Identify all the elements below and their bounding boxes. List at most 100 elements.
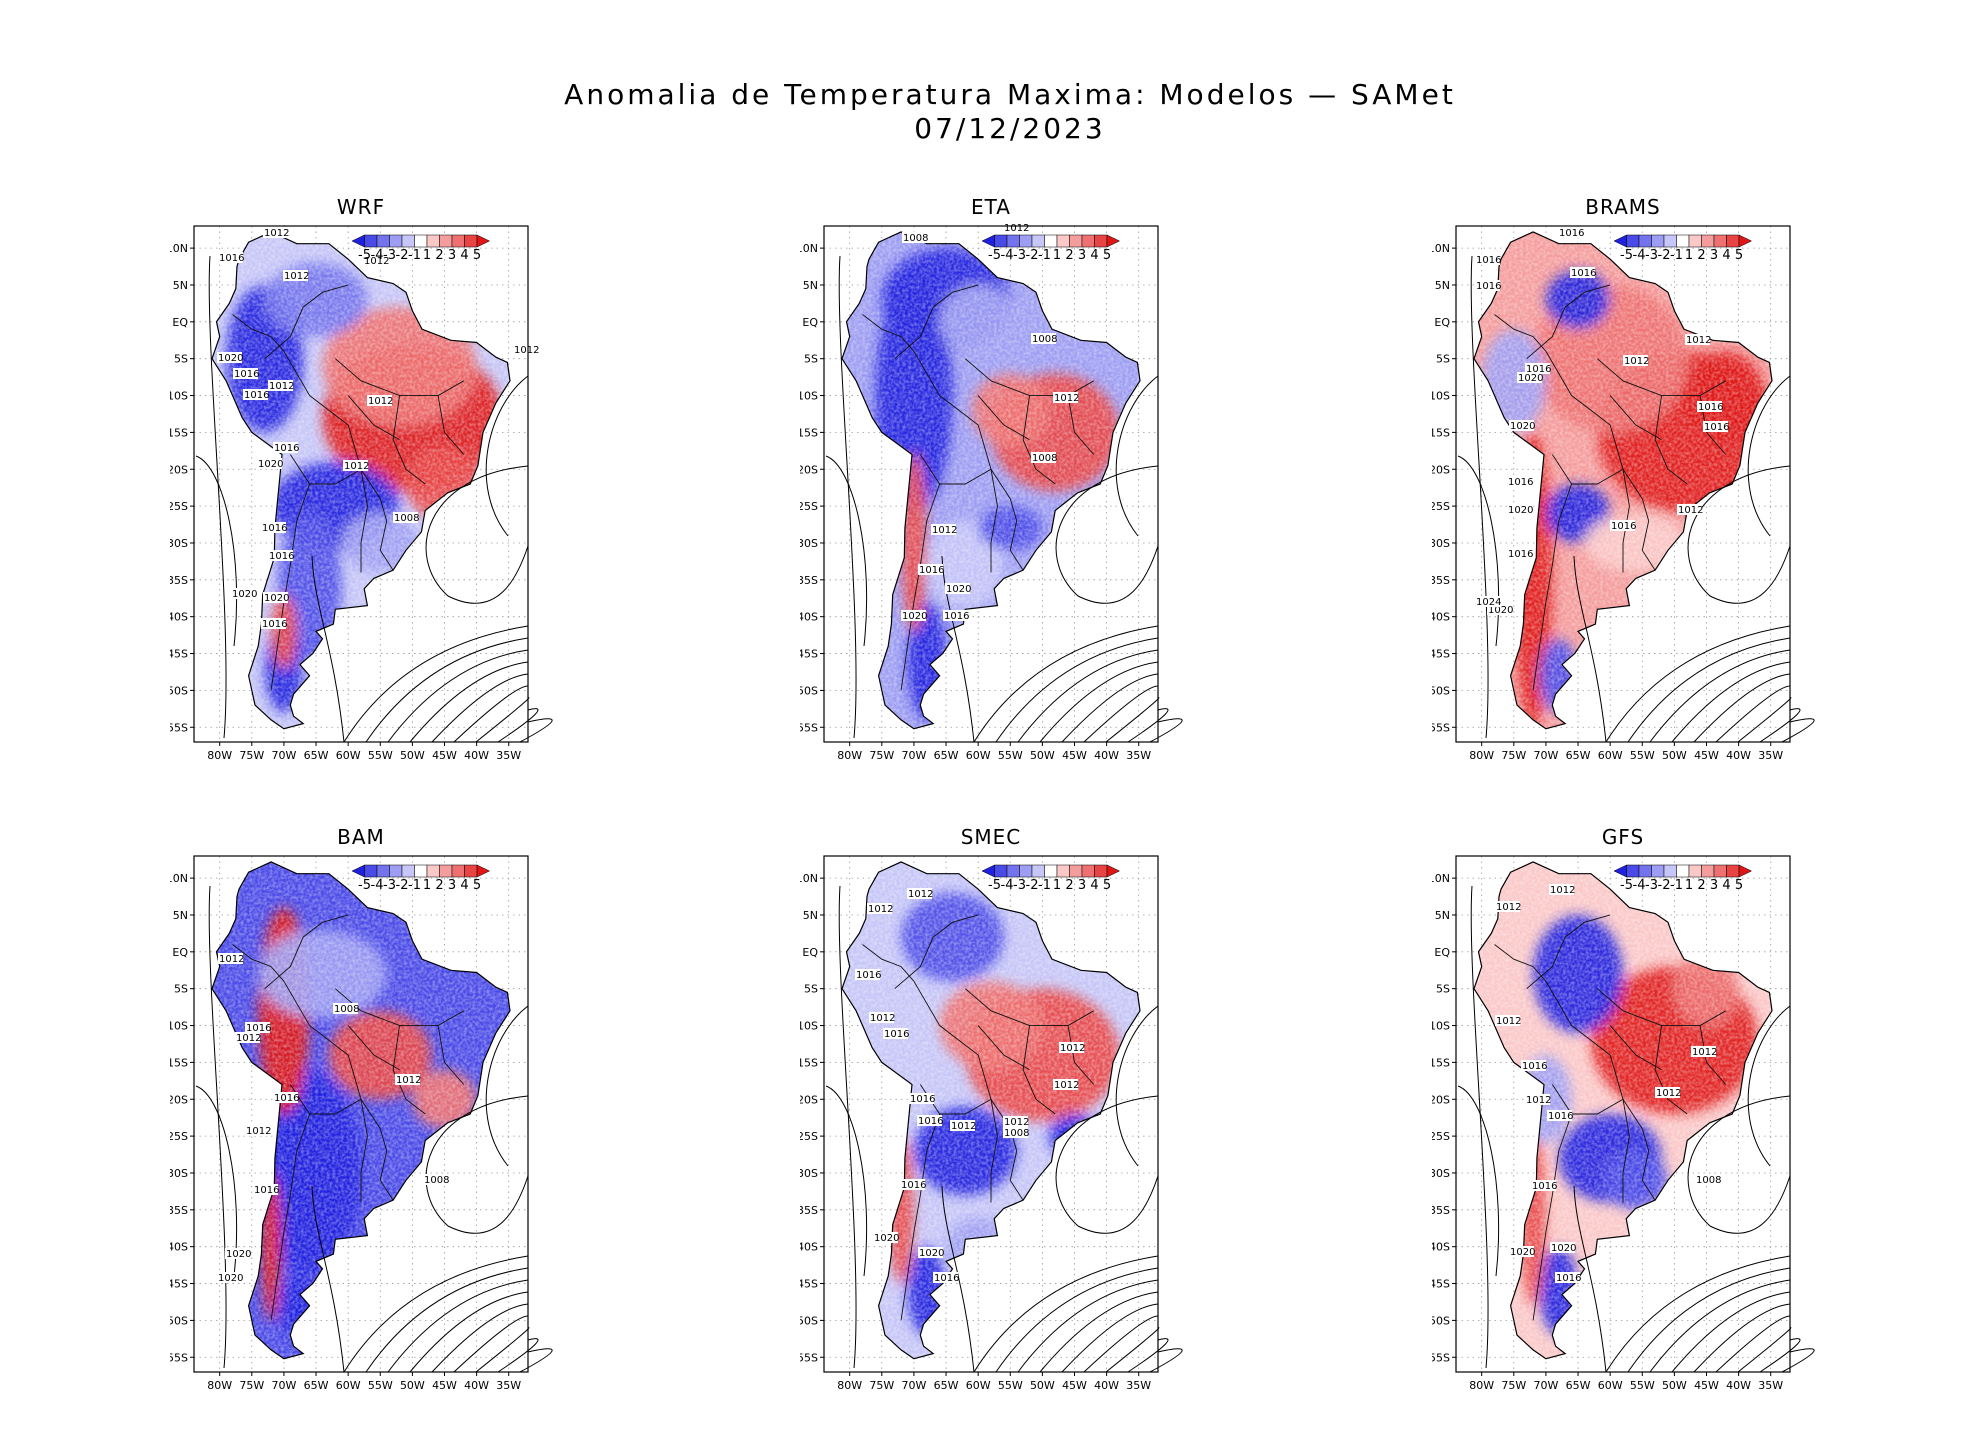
- country-borders: [862, 284, 1095, 691]
- lon-tick-label: 40W: [1726, 1379, 1751, 1392]
- figure-title-line1: Anomalia de Temperatura Maxima: Modelos …: [564, 78, 1456, 111]
- lon-tick-label: 50W: [400, 749, 425, 762]
- lon-tick-label: 40W: [464, 749, 489, 762]
- lat-tick-label: 50S: [800, 1314, 818, 1327]
- lat-tick-label: EQ: [1434, 316, 1450, 329]
- panel-title: BAM: [337, 825, 385, 849]
- colorbar-label: 3: [1710, 878, 1718, 893]
- contour-label: 1016: [944, 611, 969, 622]
- lat-tick-label: 25S: [170, 1130, 188, 1143]
- lat-tick-label: 10N: [800, 242, 818, 255]
- colorbar-label: 2: [1065, 878, 1073, 893]
- contour-label: 1008: [334, 1004, 359, 1015]
- colorbar-label: -4: [1633, 878, 1646, 893]
- colorbar-label: -3: [1645, 878, 1658, 893]
- lat-tick-label: 50S: [1432, 684, 1450, 697]
- lat-tick-label: EQ: [172, 316, 188, 329]
- colorbar-label: -4: [1633, 248, 1646, 263]
- lon-tick-label: 55W: [1630, 749, 1655, 762]
- lat-tick-label: 10N: [800, 872, 818, 885]
- lon-tick-label: 40W: [1726, 749, 1751, 762]
- lat-tick-label: 15S: [1432, 1056, 1450, 1069]
- lon-tick-label: 40W: [1094, 749, 1119, 762]
- contour-label: 1008: [424, 1175, 449, 1186]
- colorbar-label: 1: [423, 248, 431, 263]
- lon-tick-label: 75W: [869, 1379, 894, 1392]
- colorbar-label: 5: [1103, 248, 1111, 263]
- lat-tick-label: 35S: [1432, 574, 1450, 587]
- contour-label: 1008: [1032, 453, 1057, 464]
- colorbar: -5 -4 -3 -2 -1 1 2 3 4 5: [1613, 234, 1753, 263]
- colorbar-label: 4: [1090, 248, 1098, 263]
- contour-labels: 1016101610161016101210161020101210161016…: [1475, 227, 1729, 616]
- lat-tick-label: 10N: [1432, 242, 1450, 255]
- lon-tick-label: 45W: [1062, 749, 1087, 762]
- lat-tick-label: 15S: [800, 1056, 818, 1069]
- colorbar-label: 5: [473, 248, 481, 263]
- contour-label: 1016: [910, 1094, 935, 1105]
- panel-smec: SMEC 1012 1012 1016 1012 1016 1012 1012 1016 1016…: [800, 825, 1220, 1425]
- lon-tick-label: 75W: [1501, 749, 1526, 762]
- isobars: [1457, 255, 1815, 743]
- lon-tick-label: 50W: [1662, 749, 1687, 762]
- lon-tick-label: 80W: [207, 1379, 232, 1392]
- lat-tick-label: 55S: [800, 721, 818, 734]
- panel-title: WRF: [336, 195, 386, 219]
- colorbar-label: -4: [1001, 248, 1014, 263]
- lat-tick-label: 55S: [170, 1351, 188, 1364]
- lat-tick-label: 55S: [1432, 721, 1450, 734]
- colorbar-label: -2: [1658, 248, 1671, 263]
- lat-tick-label: 10S: [170, 1020, 188, 1033]
- contour-label: 1012: [1686, 335, 1711, 346]
- colorbar-label: -5: [988, 878, 1001, 893]
- panel-title: ETA: [971, 195, 1011, 219]
- contour-label: 1020: [218, 353, 243, 364]
- contour-label: 1012: [344, 461, 369, 472]
- lon-tick-label: 40W: [464, 1379, 489, 1392]
- contour-label: 1016: [1508, 477, 1533, 488]
- contour-labels: 1012 1012 1016 1012 1016 1012 1012 1016 1016 1012…: [855, 888, 1085, 1284]
- lon-tick-label: 35W: [496, 1379, 521, 1392]
- isobars: [825, 255, 1183, 743]
- colorbar-label: 4: [1722, 248, 1730, 263]
- contour-label: 1016: [884, 1029, 909, 1040]
- lat-tick-label: 40S: [170, 611, 188, 624]
- colorbar-label: -5: [1620, 248, 1633, 263]
- lat-tick-label: 10N: [1432, 872, 1450, 885]
- colorbar-label: 1: [423, 878, 431, 893]
- contour-label: 1012: [932, 525, 957, 536]
- isobars: [825, 885, 1183, 1373]
- contour-label: 1012: [1678, 505, 1703, 516]
- lon-tick-label: 45W: [1062, 1379, 1087, 1392]
- lon-tick-label: 55W: [998, 1379, 1023, 1392]
- contour-label: 1016: [1571, 268, 1596, 279]
- contour-label: 1020: [1518, 373, 1543, 384]
- colorbar-label: 5: [1103, 878, 1111, 893]
- contour-label: 1016: [269, 551, 294, 562]
- lat-tick-label: 20S: [170, 463, 188, 476]
- colorbar: -5 -4 -3 -2 -1 1 2 3 4 5: [1613, 864, 1753, 893]
- contour-label: 1024: [1476, 597, 1501, 608]
- colorbar-label: -1: [1670, 248, 1683, 263]
- colorbar-label: -2: [1026, 248, 1039, 263]
- lat-tick-label: 40S: [170, 1241, 188, 1254]
- contour-label: 1016: [1548, 1111, 1573, 1122]
- panel-wrf: WRF 1012 1016 1012 1012 1020 1016 1016 1012 1012 1…: [170, 195, 590, 795]
- contour-label: 1012: [870, 1013, 895, 1024]
- panel-title: BRAMS: [1585, 195, 1661, 219]
- lat-tick-label: 15S: [170, 426, 188, 439]
- lat-tick-label: 5S: [1436, 983, 1450, 996]
- contour-label: 1016: [918, 1116, 943, 1127]
- country-borders: [1494, 914, 1727, 1321]
- contour-label: 1012: [1054, 1080, 1079, 1091]
- colorbar-label: -2: [396, 248, 409, 263]
- contour-label: 1016: [919, 565, 944, 576]
- contour-label: 1012: [284, 271, 309, 282]
- lat-tick-label: 45S: [1432, 1278, 1450, 1291]
- contour-label: 1008: [903, 233, 928, 244]
- contour-label: 1020: [226, 1249, 251, 1260]
- lat-tick-label: 35S: [800, 1204, 818, 1217]
- lon-tick-label: 70W: [1533, 749, 1558, 762]
